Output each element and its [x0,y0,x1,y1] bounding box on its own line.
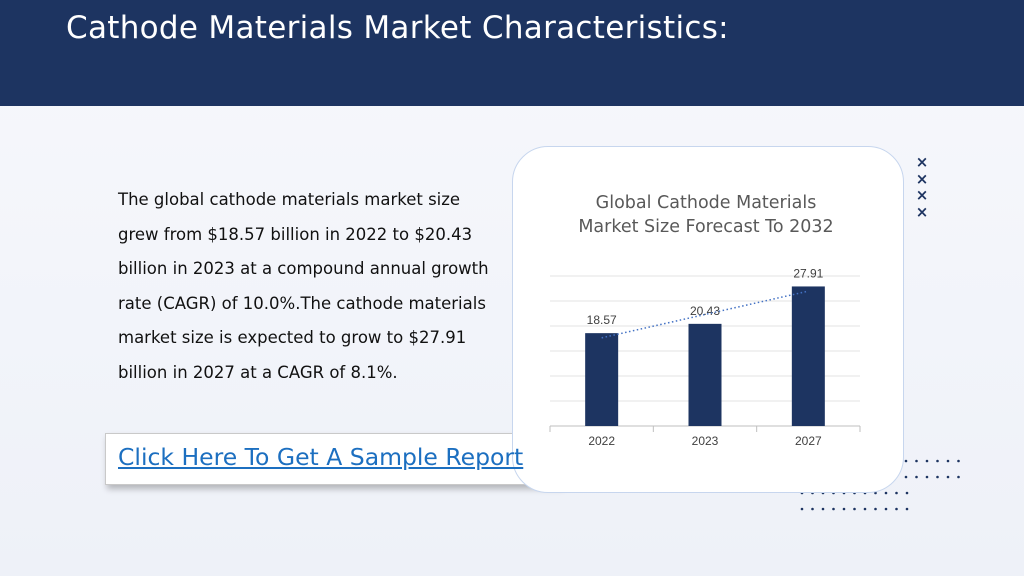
bar-2022 [585,333,619,426]
x-tick-label: 2023 [692,434,719,448]
x-mark: × [915,202,929,221]
dot [904,459,908,463]
data-label: 18.57 [587,313,617,327]
x-mark: × [915,153,929,171]
sample-link-box [105,433,562,485]
dot [821,507,825,511]
dot [957,475,960,479]
dot [800,507,804,511]
dot [884,507,888,511]
dot [905,507,909,511]
bar-2027 [791,286,825,426]
x-tick-label: 2027 [795,434,822,448]
dot [832,507,835,511]
market-description: The global cathode materials market size… [118,190,489,382]
dot [904,475,908,479]
bar-chart: 18.57 2022 20.43 2023 27.91 2027 [549,266,861,448]
dot [842,507,846,511]
dot [874,491,877,495]
bar-2023 [688,323,722,426]
dot [853,507,856,511]
dot [946,475,950,479]
sample-report-link[interactable]: Click Here To Get A Sample Report [118,443,524,471]
trendline [601,290,809,339]
dot [863,507,867,511]
dot [936,459,939,463]
dot [915,459,918,463]
x-marks-icon: × × × × [914,154,930,220]
page-title: Cathode Materials Market Characteristics… [66,10,729,46]
dot [915,475,918,479]
dot [957,459,960,463]
x-mark: × [915,186,929,204]
dot [811,507,814,511]
dot [884,491,888,495]
data-label: 20.43 [690,304,720,318]
dot [925,459,929,463]
x-tick-label: 2022 [588,434,615,448]
header-banner: Cathode Materials Market Characteristics… [0,0,1024,106]
dot [874,507,877,511]
dot [925,475,929,479]
chart-card [512,146,904,493]
dot [946,459,950,463]
dot [905,491,909,495]
dot [895,507,898,511]
x-mark: × [915,169,929,188]
chart-title: Global Cathode Materials Market Size For… [578,193,834,237]
dot [895,491,898,495]
data-label: 27.91 [793,266,823,280]
dot [936,475,939,479]
